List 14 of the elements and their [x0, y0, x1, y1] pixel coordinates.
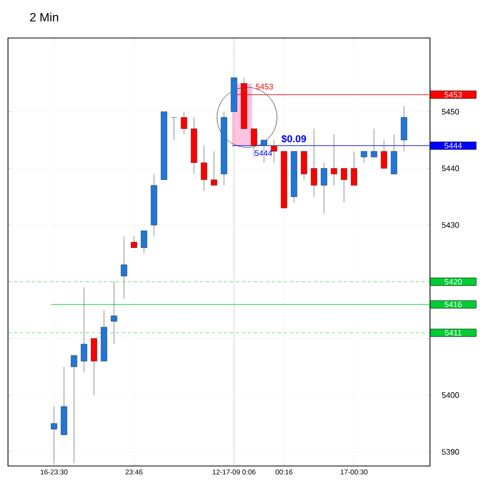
- y-tick-label: 5450: [442, 108, 460, 115]
- annotation: 5444: [254, 150, 272, 156]
- chart-title: 2 Min: [30, 12, 58, 22]
- ref-line-label: 5420: [444, 278, 462, 285]
- y-tick-label: 5390: [442, 449, 460, 455]
- ref-line-label: 5416: [444, 302, 462, 308]
- ref-line-label: 5453: [444, 92, 462, 98]
- y-tick-label: 5400: [442, 392, 460, 398]
- y-tick-label: 5430: [442, 222, 460, 228]
- annotation: $0.09: [282, 134, 306, 143]
- ref-line-label: 5411: [444, 330, 462, 336]
- ref-line-label: 5444: [444, 142, 462, 148]
- annotation: 5453: [256, 84, 273, 90]
- y-tick-label: 5440: [442, 166, 460, 172]
